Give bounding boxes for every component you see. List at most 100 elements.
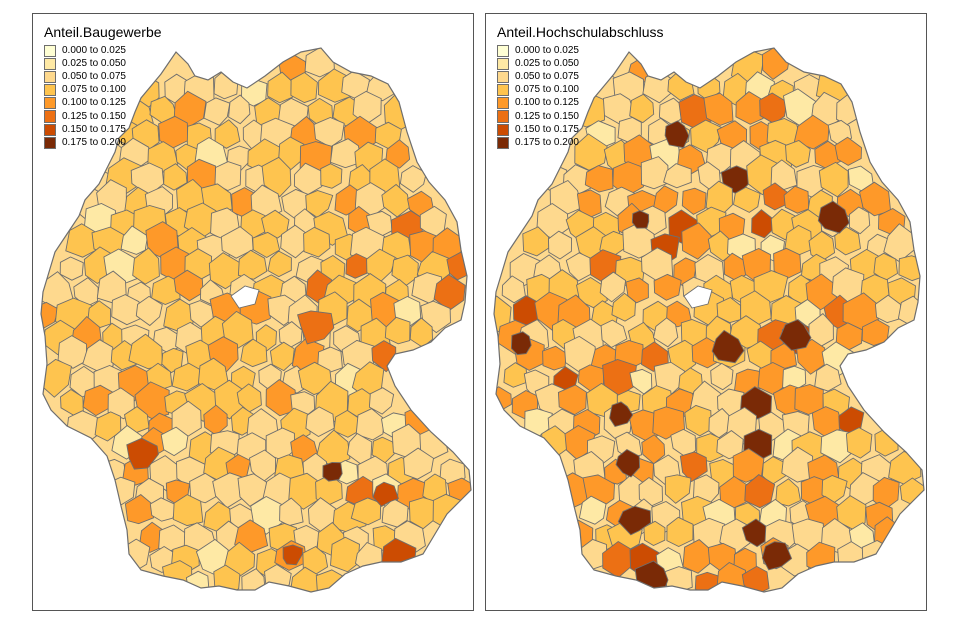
- district: [330, 536, 360, 573]
- district: [664, 474, 692, 504]
- district: [368, 387, 395, 415]
- district: [161, 347, 184, 374]
- legend-swatch: [44, 57, 56, 70]
- district: [128, 333, 163, 370]
- district: [132, 247, 160, 285]
- district: [240, 338, 268, 368]
- legend-label: 0.150 to 0.175: [515, 123, 579, 135]
- legend-swatch: [44, 44, 56, 57]
- district: [107, 387, 135, 420]
- district: [622, 222, 657, 259]
- district: [625, 277, 649, 304]
- district: [781, 446, 814, 483]
- unmapped-area: [683, 285, 713, 309]
- district: [94, 411, 122, 442]
- legend-label: 0.050 to 0.075: [515, 70, 579, 82]
- legend-entry: 0.125 to 0.150: [497, 110, 664, 123]
- legend-entry: 0.000 to 0.025: [497, 44, 664, 57]
- district-hotspot: [617, 505, 652, 536]
- legend-label: 0.100 to 0.125: [515, 97, 579, 109]
- district: [578, 495, 607, 525]
- legend-label: 0.175 to 0.200: [62, 136, 126, 148]
- legend-swatch: [44, 84, 56, 97]
- legend-entry: 0.050 to 0.075: [497, 70, 664, 84]
- district: [814, 363, 842, 392]
- legend-entry: 0.175 to 0.200: [497, 136, 664, 149]
- district: [653, 273, 682, 301]
- legend-label: 0.175 to 0.200: [515, 136, 579, 148]
- district: [629, 93, 655, 124]
- district: [135, 295, 163, 327]
- legend-entry: 0.000 to 0.025: [44, 44, 162, 57]
- district: [252, 231, 281, 259]
- choropleth-map-baugewerbe: [40, 47, 472, 593]
- district: [57, 335, 87, 369]
- legend-label: 0.125 to 0.150: [515, 110, 579, 122]
- district: [384, 316, 411, 345]
- district-group: [41, 48, 471, 592]
- legend-label: 0.150 to 0.175: [62, 123, 126, 135]
- legend-entry: 0.050 to 0.075: [44, 70, 162, 84]
- legend-swatch: [497, 44, 509, 57]
- legend-swatch: [44, 136, 56, 149]
- district: [41, 358, 72, 398]
- district: [267, 250, 292, 278]
- legend-entry: 0.175 to 0.200: [44, 136, 162, 149]
- district: [305, 406, 335, 438]
- district: [652, 317, 679, 348]
- district: [703, 92, 734, 126]
- district: [733, 186, 761, 213]
- district-hotspot: [510, 331, 532, 356]
- district: [861, 319, 890, 346]
- legend-swatch: [44, 123, 56, 136]
- district: [557, 384, 587, 416]
- legend-entry: 0.025 to 0.050: [497, 57, 664, 70]
- legend-baugewerbe: Anteil.Baugewerbe 0.000 to 0.025 0.025 to…: [44, 24, 162, 150]
- choropleth-map-hochschulabschluss: [493, 47, 925, 593]
- district-hotspot: [282, 544, 303, 566]
- legend-label: 0.025 to 0.050: [515, 57, 579, 69]
- legend-entry: 0.150 to 0.175: [44, 123, 162, 136]
- district: [403, 447, 434, 480]
- district: [214, 161, 242, 191]
- district: [385, 139, 411, 169]
- district: [640, 156, 669, 190]
- district: [681, 222, 712, 260]
- legend-swatch: [44, 97, 56, 110]
- unmapped-area: [230, 285, 260, 309]
- district: [288, 472, 322, 510]
- district: [845, 427, 873, 459]
- district-hotspot: [609, 401, 634, 428]
- district-hotspot: [372, 481, 399, 507]
- legend-hochschulabschluss: Anteil.Hochschulabschluss 0.000 to 0.025…: [497, 24, 664, 150]
- district: [290, 71, 318, 104]
- country-border: [493, 47, 925, 593]
- district: [858, 181, 892, 217]
- district: [775, 478, 802, 507]
- district: [303, 226, 331, 258]
- district: [265, 379, 297, 417]
- district: [432, 493, 465, 530]
- legend-label: 0.100 to 0.125: [62, 97, 126, 109]
- district-hotspot: [778, 319, 812, 351]
- district: [834, 226, 861, 256]
- district: [320, 163, 343, 189]
- district: [716, 430, 744, 460]
- legend-swatch: [497, 136, 509, 149]
- legend-entry: 0.150 to 0.175: [497, 123, 664, 136]
- district-hotspot: [664, 120, 690, 149]
- legend-title: Anteil.Baugewerbe: [44, 24, 162, 40]
- legend-entry: 0.100 to 0.125: [497, 97, 664, 110]
- map-panel-hochschulabschluss: Anteil.Hochschulabschluss 0.000 to 0.025…: [485, 13, 927, 611]
- district: [59, 256, 84, 281]
- district: [503, 362, 528, 388]
- district: [785, 139, 811, 168]
- legend-swatch: [44, 70, 56, 84]
- district: [663, 163, 692, 189]
- district: [214, 119, 241, 149]
- district: [611, 292, 636, 322]
- legend-label: 0.050 to 0.075: [62, 70, 126, 82]
- legend-entry: 0.075 to 0.100: [44, 84, 162, 97]
- district: [710, 362, 734, 391]
- district-hotspot: [322, 462, 343, 482]
